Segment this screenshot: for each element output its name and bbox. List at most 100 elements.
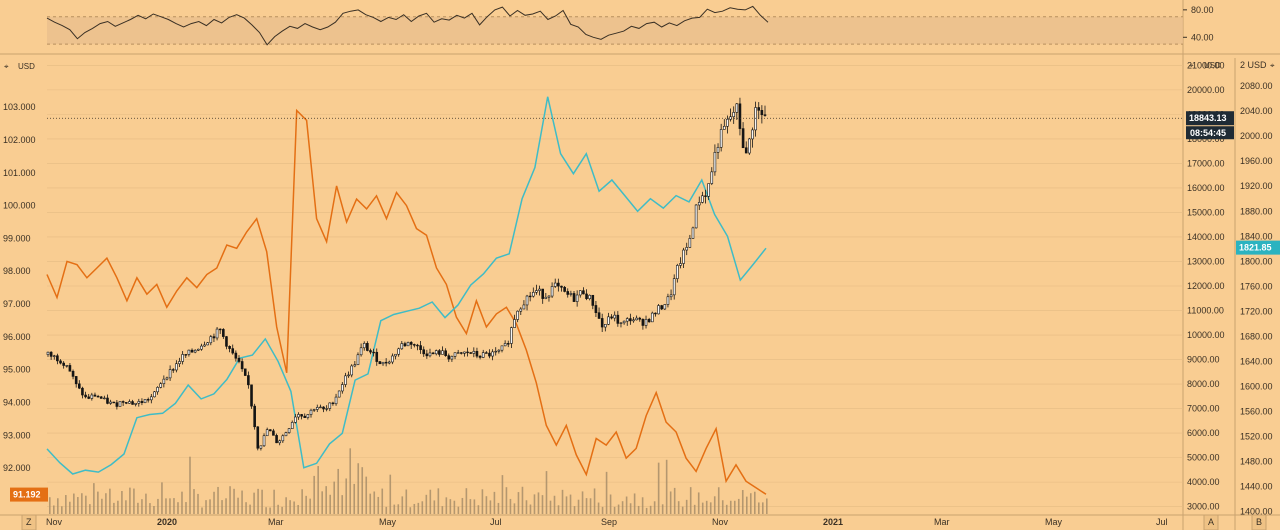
gold-axis-label: 1400.00	[1240, 506, 1273, 516]
btc-candle-body	[685, 247, 689, 251]
volume-bar	[577, 499, 580, 514]
volume-bar	[517, 492, 520, 514]
volume-bar	[401, 496, 404, 514]
volume-bar	[125, 500, 127, 514]
btc-candle-body	[165, 377, 169, 380]
gold-price-tag-label: 1821.85	[1239, 243, 1272, 253]
btc-candle-body	[159, 383, 163, 388]
volume-bar	[757, 502, 760, 514]
btc-candle-body	[49, 351, 53, 357]
btc-candle-body	[96, 395, 100, 398]
btc-candle-body	[237, 357, 241, 362]
btc-candle-body	[331, 402, 335, 405]
volume-bar	[589, 498, 592, 514]
gold-price-tag	[1236, 240, 1280, 255]
volume-bar	[461, 497, 464, 514]
volume-bar	[309, 498, 311, 514]
btc-candle-body	[666, 296, 670, 305]
volume-bar	[641, 497, 644, 514]
volume-bar	[221, 500, 223, 514]
volume-bar	[205, 500, 207, 514]
volume-bar	[473, 499, 476, 514]
btc-candle-body	[156, 387, 159, 393]
btc-candle-body	[722, 125, 726, 130]
volume-bar	[625, 496, 628, 514]
volume-bar	[645, 507, 648, 514]
btc-candle-body	[240, 361, 244, 370]
btc-candle-body	[622, 320, 626, 324]
volume-bar	[237, 497, 239, 514]
rsi-tick-label: 40.00	[1191, 32, 1214, 42]
volume-bar	[701, 502, 704, 514]
btc-candle-body	[212, 336, 216, 339]
btc-candle-body	[90, 394, 94, 399]
btc-candle-body	[588, 294, 591, 300]
gold-axis-label: 1520.00	[1240, 431, 1273, 441]
volume-bar	[681, 506, 684, 514]
volume-bar	[273, 489, 275, 514]
btc-candle-body	[497, 349, 501, 352]
btc-candle-body	[140, 401, 144, 404]
btc-candle-body	[409, 342, 413, 345]
volume-bar	[153, 506, 155, 514]
volume-bar	[261, 489, 263, 514]
btc-candle-body	[153, 391, 156, 398]
volume-bar	[325, 486, 327, 514]
btc-candle-body	[704, 195, 707, 197]
volume-bar	[285, 497, 287, 514]
btc-candle-body	[303, 415, 307, 418]
volume-bar	[649, 505, 652, 514]
btc-candle-body	[478, 355, 482, 358]
volume-bar	[665, 459, 668, 514]
btc-candle-body	[719, 129, 723, 148]
btc-candle-body	[654, 312, 657, 315]
btc-candle-body	[256, 426, 260, 449]
volume-bar	[441, 506, 444, 514]
btc-candle-body	[500, 345, 504, 351]
dxy-axis-label: 99.000	[3, 233, 31, 243]
volume-bar	[197, 493, 199, 514]
volume-bar	[313, 475, 315, 514]
volume-bar	[437, 488, 440, 514]
volume-bar	[429, 489, 432, 514]
btc-axis-label: 15000.00	[1187, 207, 1225, 217]
btc-candle-body	[250, 384, 253, 407]
volume-bar	[766, 498, 768, 514]
gold-axis-label: 1760.00	[1240, 281, 1273, 291]
axis-icon-right: ⌖	[1270, 61, 1275, 70]
volume-bar	[485, 496, 488, 514]
gold-axis-label: 1680.00	[1240, 331, 1273, 341]
btc-candles[interactable]	[46, 97, 767, 451]
btc-candle-body	[400, 343, 404, 350]
btc-candle-body	[65, 365, 69, 367]
volume-bar	[49, 497, 51, 514]
btc-candle-body	[309, 409, 313, 415]
dxy-axis-label: 98.000	[3, 266, 31, 276]
volume-bar	[333, 481, 335, 514]
btc-candle-body	[290, 422, 294, 429]
date-axis-label: 2020	[157, 517, 177, 527]
gold-axis-label: 1560.00	[1240, 406, 1273, 416]
btc-candle-body	[181, 354, 184, 362]
volume-bar	[145, 493, 147, 514]
btc-candle-body	[506, 343, 510, 345]
btc-axis-label: 14000.00	[1187, 232, 1225, 242]
volume-bar	[185, 502, 187, 514]
btc-candle-body	[231, 348, 235, 354]
gold-axis-label: 1640.00	[1240, 356, 1273, 366]
btc-candle-body	[269, 429, 272, 432]
btc-candle-body	[146, 399, 150, 401]
volume-bar	[633, 493, 636, 514]
btc-candle-body	[168, 369, 172, 379]
btc-candle-body	[575, 294, 579, 302]
volume-bar	[513, 503, 516, 514]
btc-candle-body	[522, 304, 526, 310]
btc-candle-body	[532, 292, 535, 297]
btc-candle-body	[143, 399, 147, 404]
btc-candle-body	[369, 350, 372, 353]
dxy-axis-label: 92.000	[3, 463, 31, 473]
btc-candle-body	[193, 349, 197, 353]
volume-bar	[497, 502, 500, 514]
btc-candle-body	[528, 295, 532, 298]
